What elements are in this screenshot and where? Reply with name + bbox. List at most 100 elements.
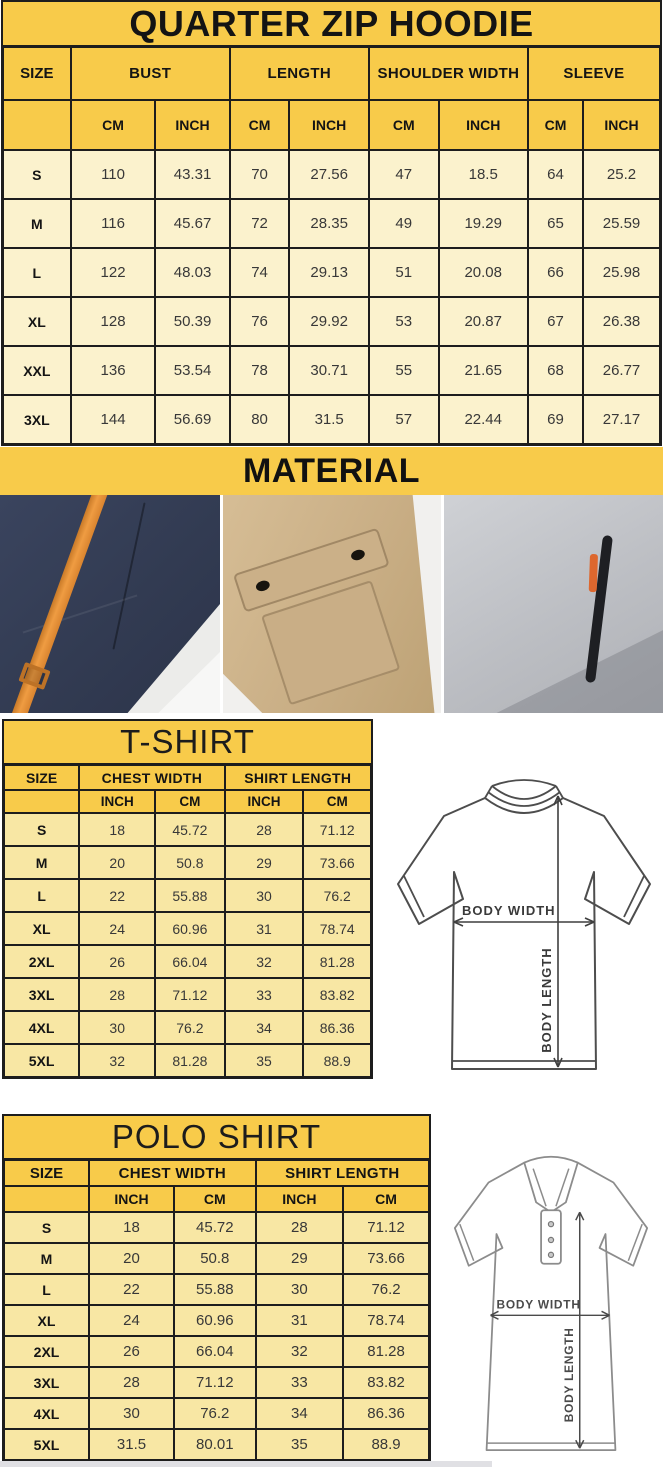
tshirt-row-L-value-2: 55.88 <box>155 879 225 912</box>
tshirt-row-2XL-value-4: 81.28 <box>303 945 371 978</box>
hoodie-unit-header-6: INCH <box>438 100 528 150</box>
tshirt-row-XL-value-3: 31 <box>224 912 304 945</box>
polo-row-4XL-value-1: 30 <box>89 1398 174 1429</box>
hoodie-unit-header-8: INCH <box>583 100 660 150</box>
hoodie-row-3XL-value-7: 69 <box>527 395 584 444</box>
tshirt-row-3XL-size-label: 3XL <box>4 978 80 1011</box>
polo-unit-header-3: INCH <box>255 1186 344 1212</box>
polo-diagram: BODY WIDTH BODY LENGTH <box>453 1155 649 1451</box>
body-length-arrow <box>575 1211 585 1449</box>
hoodie-row-XXL-value-4: 30.71 <box>289 346 369 395</box>
polo-unit-header-4: CM <box>343 1186 429 1212</box>
hoodie-row-XXL-value-2: 53.54 <box>155 346 230 395</box>
tshirt-row-2XL-value-1: 26 <box>79 945 156 978</box>
polo-row-4XL-value-2: 76.2 <box>174 1398 256 1429</box>
polo-group-header-2: SHIRT LENGTH <box>255 1160 429 1186</box>
tshirt-row-L-size-label: L <box>4 879 80 912</box>
hoodie-row-L-value-5: 51 <box>368 248 439 297</box>
hoodie-row-L-value-3: 74 <box>229 248 290 297</box>
polo-unit-header-2: CM <box>174 1186 256 1212</box>
polo-row-S-size-label: S <box>4 1212 89 1243</box>
hoodie-row-M-value-2: 45.67 <box>155 199 230 248</box>
hoodie-row-S-value-6: 18.5 <box>438 150 528 199</box>
hoodie-size-header: SIZE <box>3 47 71 100</box>
material-photo-gray-zipper <box>444 495 663 713</box>
tshirt-row-4XL-value-2: 76.2 <box>155 1011 225 1044</box>
body-width-arrow <box>453 917 595 927</box>
polo-row-2XL-size-label: 2XL <box>4 1336 89 1367</box>
cargo-pocket <box>232 526 425 709</box>
tshirt-row-5XL-value-1: 32 <box>79 1044 156 1077</box>
tshirt-row-3XL-value-4: 83.82 <box>303 978 371 1011</box>
hoodie-row-XXL-value-1: 136 <box>70 346 156 395</box>
hoodie-row-S-value-5: 47 <box>368 150 439 199</box>
hoodie-row-XXL-value-8: 26.77 <box>583 346 660 395</box>
hoodie-row-M-value-6: 19.29 <box>438 199 528 248</box>
material-heading: MATERIAL <box>0 447 663 495</box>
body-length-arrow <box>553 795 563 1068</box>
polo-size-grid: SIZE CHEST WIDTH SHIRT LENGTH INCH CM INCH CM S… <box>4 1160 429 1460</box>
tshirt-size-grid: SIZE CHEST WIDTH SHIRT LENGTH INCH CM INCH CM S… <box>4 765 371 1077</box>
polo-row-XL-size-label: XL <box>4 1305 89 1336</box>
polo-row-M-value-3: 29 <box>255 1243 344 1274</box>
tshirt-row-S-value-1: 18 <box>79 813 156 846</box>
hoodie-group-header-1: BUST <box>70 47 230 100</box>
hoodie-row-3XL-value-3: 80 <box>229 395 290 444</box>
hoodie-size-grid: SIZE BUST LENGTH SHOULDER WIDTH SLEEVE CM INCH… <box>3 47 660 444</box>
polo-row-S-value-2: 45.72 <box>174 1212 256 1243</box>
tshirt-row-M-value-1: 20 <box>79 846 156 879</box>
hoodie-row-S-value-1: 110 <box>70 150 156 199</box>
hoodie-group-header-2: LENGTH <box>229 47 369 100</box>
bottom-shadow-strip <box>0 1461 492 1467</box>
polo-row-2XL-value-1: 26 <box>89 1336 174 1367</box>
polo-row-XL-value-2: 60.96 <box>174 1305 256 1336</box>
polo-unit-header-1: INCH <box>89 1186 174 1212</box>
hoodie-row-S-value-4: 27.56 <box>289 150 369 199</box>
tshirt-row-M-value-4: 73.66 <box>303 846 371 879</box>
tshirt-row-XL-value-4: 78.74 <box>303 912 371 945</box>
hoodie-unit-header-1: CM <box>70 100 156 150</box>
polo-row-XL-value-3: 31 <box>255 1305 344 1336</box>
hoodie-row-M-size-label: M <box>3 199 71 248</box>
polo-row-XL-value-4: 78.74 <box>343 1305 429 1336</box>
tshirt-row-L-value-3: 30 <box>224 879 304 912</box>
tshirt-row-2XL-value-2: 66.04 <box>155 945 225 978</box>
hoodie-row-3XL-value-8: 27.17 <box>583 395 660 444</box>
hoodie-row-L-size-label: L <box>3 248 71 297</box>
tshirt-row-M-value-2: 50.8 <box>155 846 225 879</box>
tshirt-unit-header-2: CM <box>155 790 225 813</box>
hoodie-row-3XL-value-1: 144 <box>70 395 156 444</box>
tshirt-row-S-value-3: 28 <box>224 813 304 846</box>
hoodie-row-XL-value-6: 20.87 <box>438 297 528 346</box>
snap-button-right <box>349 548 367 562</box>
hoodie-row-XXL-size-label: XXL <box>3 346 71 395</box>
hoodie-row-XL-value-1: 128 <box>70 297 156 346</box>
hoodie-row-L-value-7: 66 <box>527 248 584 297</box>
tshirt-row-S-value-2: 45.72 <box>155 813 225 846</box>
polo-row-L-value-2: 55.88 <box>174 1274 256 1305</box>
tshirt-size-table: T-SHIRT SIZE CHEST WIDTH SHIRT LENGTH INCH C… <box>2 719 373 1079</box>
hoodie-row-XL-value-8: 26.38 <box>583 297 660 346</box>
polo-row-4XL-value-4: 86.36 <box>343 1398 429 1429</box>
polo-row-XL-value-1: 24 <box>89 1305 174 1336</box>
hoodie-size-table: QUARTER ZIP HOODIE SIZE BUST LENGTH SHOULDE… <box>1 0 662 446</box>
hoodie-unit-header-5: CM <box>368 100 439 150</box>
tshirt-row-4XL-value-3: 34 <box>224 1011 304 1044</box>
material-photo-navy-strap <box>0 495 220 713</box>
polo-row-2XL-value-2: 66.04 <box>174 1336 256 1367</box>
body-width-arrow <box>490 1310 610 1320</box>
polo-row-3XL-size-label: 3XL <box>4 1367 89 1398</box>
polo-table-title: POLO SHIRT <box>4 1116 429 1160</box>
body-length-label: BODY LENGTH <box>539 947 554 1052</box>
hoodie-row-S-value-3: 70 <box>229 150 290 199</box>
hoodie-unit-header-3: CM <box>229 100 290 150</box>
hoodie-row-XL-size-label: XL <box>3 297 71 346</box>
tshirt-row-M-value-3: 29 <box>224 846 304 879</box>
polo-row-S-value-3: 28 <box>255 1212 344 1243</box>
polo-row-5XL-value-1: 31.5 <box>89 1429 174 1460</box>
tshirt-row-2XL-value-3: 32 <box>224 945 304 978</box>
pocket-seam <box>112 502 146 650</box>
polo-row-4XL-value-3: 34 <box>255 1398 344 1429</box>
hoodie-unit-header-4: INCH <box>289 100 369 150</box>
